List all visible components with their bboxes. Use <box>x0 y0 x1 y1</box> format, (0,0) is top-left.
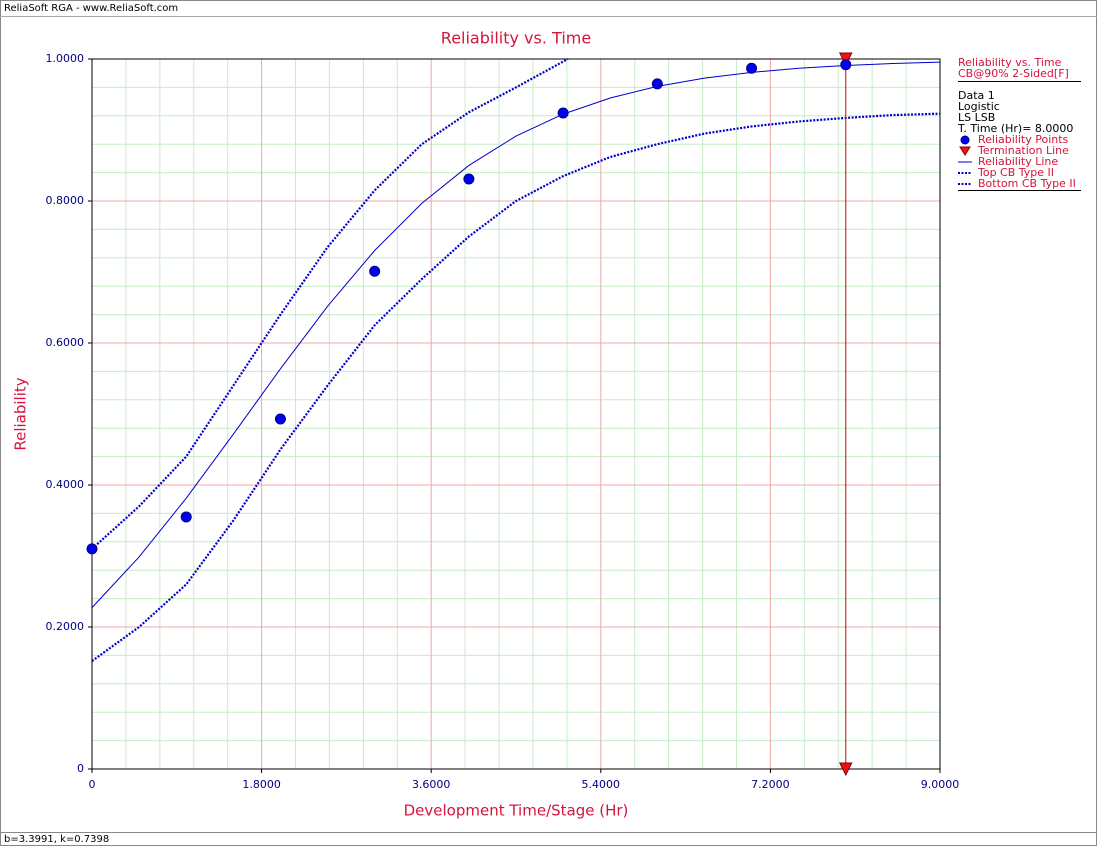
legend-symbol <box>960 135 970 145</box>
legend-symbol <box>959 146 971 156</box>
data-point <box>86 543 98 555</box>
x-tick-label: 1.8000 <box>242 778 281 791</box>
x-tick-label: 0 <box>89 778 96 791</box>
data-point <box>840 59 852 71</box>
chart-title: Reliability vs. Time <box>441 29 591 48</box>
legend-label: Reliability Points <box>978 133 1069 146</box>
y-tick-label: 1.0000 <box>46 52 85 65</box>
series-line <box>91 112 941 662</box>
data-point <box>369 265 381 277</box>
series-line <box>91 58 569 550</box>
termination-marker <box>838 762 853 777</box>
x-axis-label: Development Time/Stage (Hr) <box>404 802 629 820</box>
y-tick-label: 0.4000 <box>46 478 85 491</box>
status-bar <box>0 832 1097 846</box>
plot-area <box>92 59 940 769</box>
x-tick-label: 7.2000 <box>751 778 790 791</box>
y-tick-label: 0.6000 <box>46 336 85 349</box>
legend-title: Reliability vs. Time <box>958 56 1062 69</box>
legend-info: Data 1 <box>958 89 995 102</box>
y-tick-label: 0 <box>77 762 84 775</box>
legend-info: T. Time (Hr)= 8.0000 <box>957 122 1073 135</box>
data-point <box>180 511 192 523</box>
x-tick-label: 5.4000 <box>582 778 621 791</box>
footer: b=3.3991, k=0.7398 <box>4 834 109 845</box>
y-tick-label: 0.8000 <box>46 194 85 207</box>
legend-label: Termination Line <box>977 144 1069 157</box>
legend-info: LS LSB <box>958 111 995 124</box>
header: ReliaSoft RGA - www.ReliaSoft.com <box>4 3 178 14</box>
termination-marker <box>838 52 853 67</box>
legend-label: Top CB Type II <box>977 166 1054 179</box>
plot-border <box>91 58 941 770</box>
legend-label: Bottom CB Type II <box>978 177 1076 190</box>
data-point <box>557 107 569 119</box>
legend-info: Logistic <box>958 100 1000 113</box>
y-tick-label: 0.2000 <box>46 620 85 633</box>
data-point <box>651 78 663 90</box>
data-point <box>274 413 286 425</box>
data-point <box>463 173 475 185</box>
legend-label: Reliability Line <box>978 155 1058 168</box>
series-line <box>91 61 941 608</box>
x-tick-label: 3.6000 <box>412 778 451 791</box>
x-tick-label: 9.0000 <box>921 778 960 791</box>
legend-subtitle: CB@90% 2-Sided[F] <box>958 67 1069 80</box>
data-point <box>746 62 758 74</box>
y-axis-label: Reliability <box>12 377 30 450</box>
